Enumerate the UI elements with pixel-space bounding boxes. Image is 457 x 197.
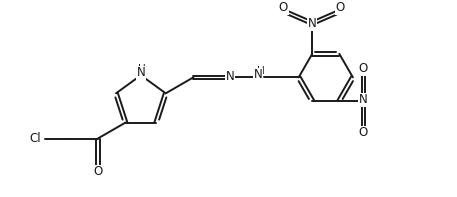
Text: O: O <box>359 62 368 75</box>
Text: N: N <box>308 18 317 31</box>
Text: H: H <box>138 64 146 74</box>
Text: N: N <box>359 93 368 106</box>
Text: O: O <box>335 1 345 14</box>
Text: O: O <box>279 1 288 14</box>
Text: H: H <box>257 66 265 76</box>
Text: N: N <box>137 66 145 79</box>
Text: N: N <box>226 70 234 83</box>
Text: N: N <box>254 68 262 81</box>
Text: Cl: Cl <box>29 132 41 145</box>
Text: O: O <box>93 165 102 178</box>
Text: O: O <box>359 126 368 139</box>
